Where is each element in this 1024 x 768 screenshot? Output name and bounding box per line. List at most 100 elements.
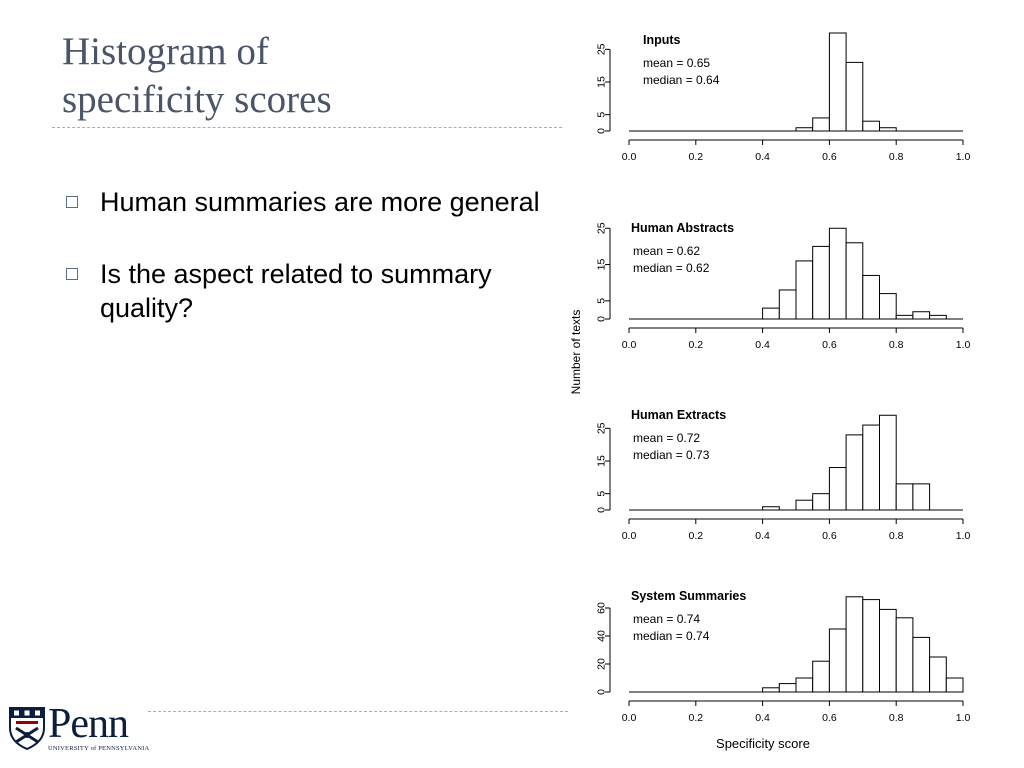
histogram-bar [862, 274, 880, 320]
histogram-bar [879, 608, 897, 693]
y-tick-label: 60 [596, 602, 608, 614]
panel-stat: median = 0.73 [633, 448, 710, 462]
histogram-bar [895, 483, 914, 511]
y-tick-label: 5 [596, 298, 608, 304]
histogram-bar [812, 117, 830, 132]
x-tick-label: 0.8 [889, 530, 904, 542]
panel-stat: median = 0.62 [633, 261, 710, 275]
bullet-list: Human summaries are more general Is the … [62, 185, 562, 363]
panel-stat: mean = 0.65 [643, 56, 710, 70]
y-tick-label: 5 [596, 491, 608, 497]
histogram-bar [912, 636, 931, 693]
y-tick-label: 0 [596, 128, 608, 134]
y-tick-label: 0 [596, 316, 608, 322]
histogram-bar [862, 120, 880, 132]
panel-title: Human Abstracts [631, 221, 734, 235]
slide-title-line: specificity scores [62, 78, 332, 121]
bullet-item: Human summaries are more general [62, 185, 562, 219]
slide-title-line: Histogram of [62, 30, 269, 73]
x-tick-label: 0.2 [688, 151, 703, 163]
histogram-bar [845, 434, 864, 511]
histogram-bar [945, 677, 964, 693]
histogram-bar [828, 32, 847, 132]
x-tick-label: 0.0 [622, 712, 637, 724]
y-tick-label: 0 [596, 689, 608, 695]
histogram-bar [862, 424, 880, 511]
panel-title: System Summaries [631, 589, 746, 603]
histogram-bar [845, 242, 864, 320]
x-tick-label: 0.0 [622, 151, 637, 163]
histogram-bar [795, 260, 814, 320]
histogram-bar [828, 467, 847, 511]
panel-stat: median = 0.64 [643, 73, 720, 87]
bullet-item: Is the aspect related to summary quality… [62, 257, 562, 325]
histogram-bar [762, 307, 780, 320]
histogram-bar [879, 127, 897, 132]
x-tick-label: 0.4 [755, 339, 770, 351]
x-tick-label: 0.4 [755, 712, 770, 724]
histogram-bar [812, 493, 830, 511]
x-axis-label: Specificity score [716, 736, 810, 751]
x-tick-label: 0.2 [688, 530, 703, 542]
x-tick-label: 0.2 [688, 339, 703, 351]
histogram-bar [762, 687, 780, 693]
histogram-bar [795, 499, 814, 511]
penn-logo: Penn UNIVERSITY of PENNSYLVANIA [8, 701, 153, 758]
y-tick-label: 15 [596, 259, 608, 271]
x-tick-label: 0.0 [622, 339, 637, 351]
histogram-bar [912, 311, 931, 320]
footer-divider [148, 711, 568, 712]
y-tick-label: 25 [596, 422, 608, 434]
histogram-bar [895, 314, 914, 320]
panel-title: Human Extracts [631, 408, 726, 422]
histogram-bar [845, 596, 864, 693]
y-axis-label: Number of texts [569, 310, 583, 395]
x-tick-label: 0.6 [822, 339, 837, 351]
y-tick-label: 40 [596, 630, 608, 642]
x-tick-label: 0.8 [889, 151, 904, 163]
histogram-bar [762, 506, 780, 511]
y-tick-label: 20 [596, 658, 608, 670]
slide-title: Histogram of specificity scores [62, 28, 532, 124]
histogram-bar [929, 656, 947, 693]
panel-stat: mean = 0.72 [633, 431, 700, 445]
panel-stat: mean = 0.62 [633, 244, 700, 258]
x-tick-label: 1.0 [956, 712, 971, 724]
x-tick-label: 1.0 [956, 530, 971, 542]
x-tick-label: 1.0 [956, 151, 971, 163]
penn-wordmark: Penn [48, 701, 129, 747]
histogram-bar [929, 314, 947, 320]
histogram-bar [895, 617, 914, 693]
panel-title: Inputs [643, 33, 681, 47]
bullet-text: Is the aspect related to summary quality… [100, 259, 492, 323]
x-tick-label: 0.6 [822, 151, 837, 163]
histogram-bar [845, 61, 864, 132]
panel-stat: median = 0.74 [633, 629, 710, 643]
bullet-text: Human summaries are more general [100, 187, 540, 217]
histogram-bar [778, 289, 797, 320]
penn-subtitle: UNIVERSITY of PENNSYLVANIA [48, 745, 150, 752]
histogram-bar [828, 227, 847, 320]
histogram-bar [862, 599, 880, 693]
x-tick-label: 0.4 [755, 530, 770, 542]
y-tick-label: 25 [596, 43, 608, 55]
histogram-bar [879, 414, 897, 511]
panel-stat: mean = 0.74 [633, 612, 700, 626]
x-tick-label: 0.8 [889, 712, 904, 724]
x-tick-label: 1.0 [956, 339, 971, 351]
histogram-bar [828, 628, 847, 693]
histogram-bar [795, 127, 814, 132]
y-tick-label: 25 [596, 222, 608, 234]
histogram-bar [912, 483, 931, 511]
histogram-bar [812, 660, 830, 693]
x-tick-label: 0.6 [822, 530, 837, 542]
x-tick-label: 0.2 [688, 712, 703, 724]
shield-icon [9, 707, 45, 750]
square-bullet-icon [66, 268, 78, 280]
histogram-figure: Number of texts Specificity score Inputs… [569, 32, 971, 751]
histogram-bar [879, 293, 897, 320]
y-tick-label: 15 [596, 76, 608, 88]
histogram-bar [795, 677, 814, 693]
histogram-bar [778, 683, 797, 693]
x-tick-label: 0.0 [622, 530, 637, 542]
